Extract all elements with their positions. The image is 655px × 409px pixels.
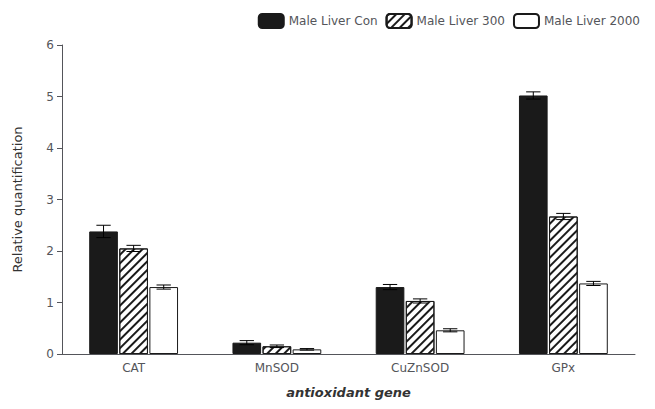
svg-text:4: 4 [46, 141, 54, 155]
svg-text:3: 3 [46, 193, 54, 207]
svg-text:Male Liver 2000: Male Liver 2000 [544, 14, 640, 28]
svg-text:GPx: GPx [552, 361, 576, 375]
svg-text:Male Liver 300: Male Liver 300 [417, 14, 505, 28]
svg-text:1: 1 [46, 296, 54, 310]
svg-text:CAT: CAT [122, 361, 146, 375]
svg-text:antioxidant gene: antioxidant gene [286, 385, 411, 400]
svg-text:CuZnSOD: CuZnSOD [391, 361, 449, 375]
svg-text:Male Liver Con: Male Liver Con [289, 14, 378, 28]
svg-text:5: 5 [46, 90, 54, 104]
svg-text:MnSOD: MnSOD [255, 361, 299, 375]
svg-text:Relative quantification: Relative quantification [10, 126, 25, 272]
svg-text:6: 6 [46, 38, 54, 52]
svg-text:2: 2 [46, 244, 54, 258]
svg-text:0: 0 [46, 347, 54, 361]
